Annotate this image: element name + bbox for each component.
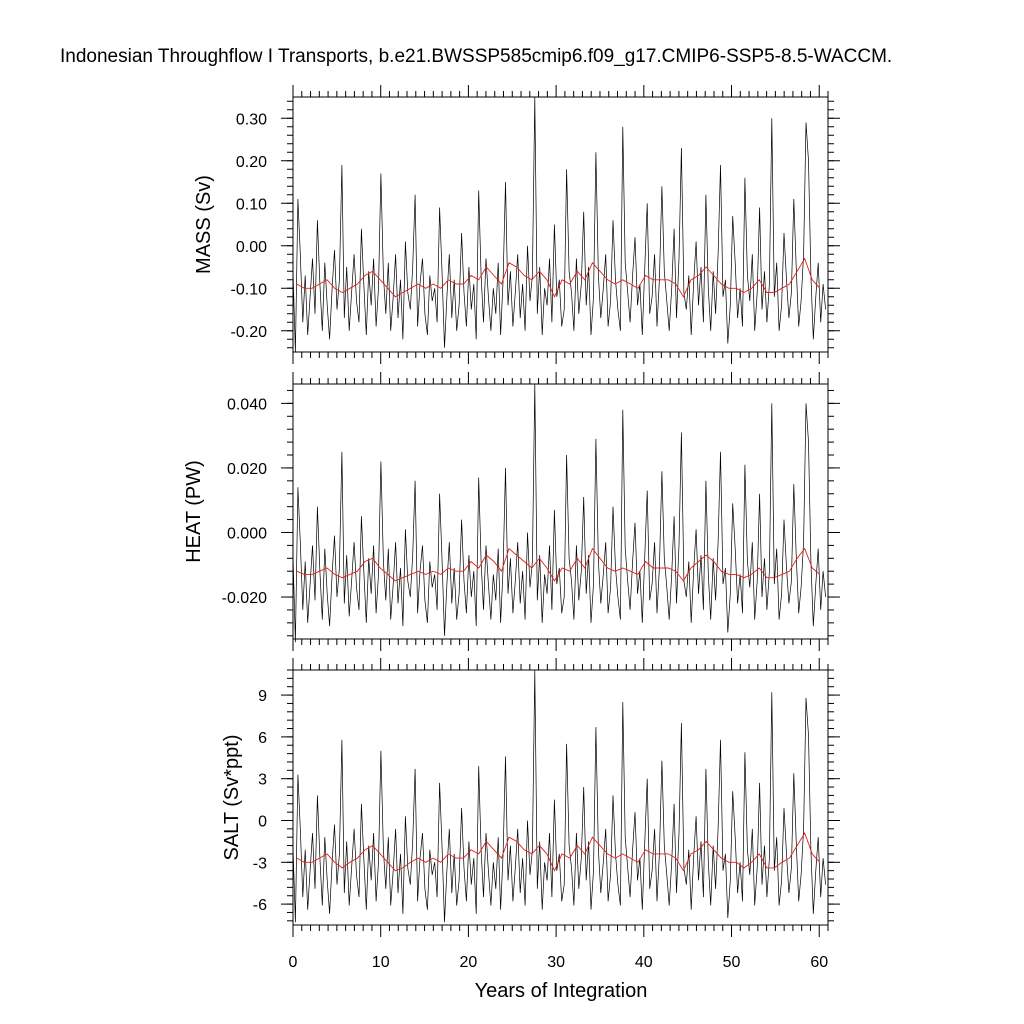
salt-y-tick-label: -3	[253, 855, 267, 872]
salt-y-tick-label: -6	[253, 897, 267, 914]
mass-plot-frame	[292, 96, 829, 353]
heat-y-tick-label: 0.020	[227, 461, 267, 478]
salt-annual-series-line	[296, 831, 821, 872]
mass-monthly-series-line	[292, 96, 826, 353]
salt-y-tick-label: 6	[258, 730, 267, 747]
heat-y-axis-label: HEAT (PW)	[183, 460, 205, 563]
heat-annual-series-line	[296, 547, 821, 582]
mass-y-tick-label: 0.10	[236, 196, 267, 213]
x-tick-label: 40	[635, 954, 653, 971]
mass-y-tick-label: 0.30	[236, 111, 267, 128]
figure-title: Indonesian Throughflow I Transports, b.e…	[60, 46, 893, 67]
x-axis-label: Years of Integration	[475, 980, 648, 1002]
mass-y-tick-label: 0.20	[236, 154, 267, 171]
x-tick-label: 0	[289, 954, 298, 971]
mass-y-tick-label: 0.00	[236, 239, 267, 256]
x-tick-label: 60	[810, 954, 828, 971]
salt-y-tick-label: 9	[258, 688, 267, 705]
panel-salt: -6 -3 0 3 6 9 SALT (Sv*ppt) 0 10 20 30 40 50 60	[221, 658, 840, 971]
x-tick-label: 10	[372, 954, 390, 971]
x-tick-label: 30	[547, 954, 565, 971]
x-tick-label: 50	[723, 954, 741, 971]
heat-y-tick-label: 0.040	[227, 396, 267, 413]
mass-annual-series-line	[296, 257, 821, 298]
salt-y-tick-label: 0	[258, 813, 267, 830]
heat-plot-frame	[292, 383, 829, 640]
salt-y-tick-label: 3	[258, 772, 267, 789]
heat-y-tick-label: -0.020	[222, 590, 267, 607]
heat-y-tick-label: 0.000	[227, 525, 267, 542]
salt-monthly-series-line	[292, 669, 826, 923]
salt-plot-frame	[292, 669, 829, 926]
heat-monthly-series-line	[292, 383, 826, 643]
panel-mass: -0.20 -0.10 0.00 0.10 0.20 0.30 MASS (Sv)	[193, 85, 840, 364]
x-tick-label: 20	[460, 954, 478, 971]
mass-y-tick-label: -0.10	[231, 281, 268, 298]
panel-heat: -0.020 0.000 0.020 0.040 HEAT (PW)	[183, 372, 840, 651]
mass-y-tick-label: -0.20	[231, 324, 268, 341]
salt-y-axis-label: SALT (Sv*ppt)	[221, 735, 243, 861]
mass-y-axis-label: MASS (Sv)	[193, 175, 215, 274]
